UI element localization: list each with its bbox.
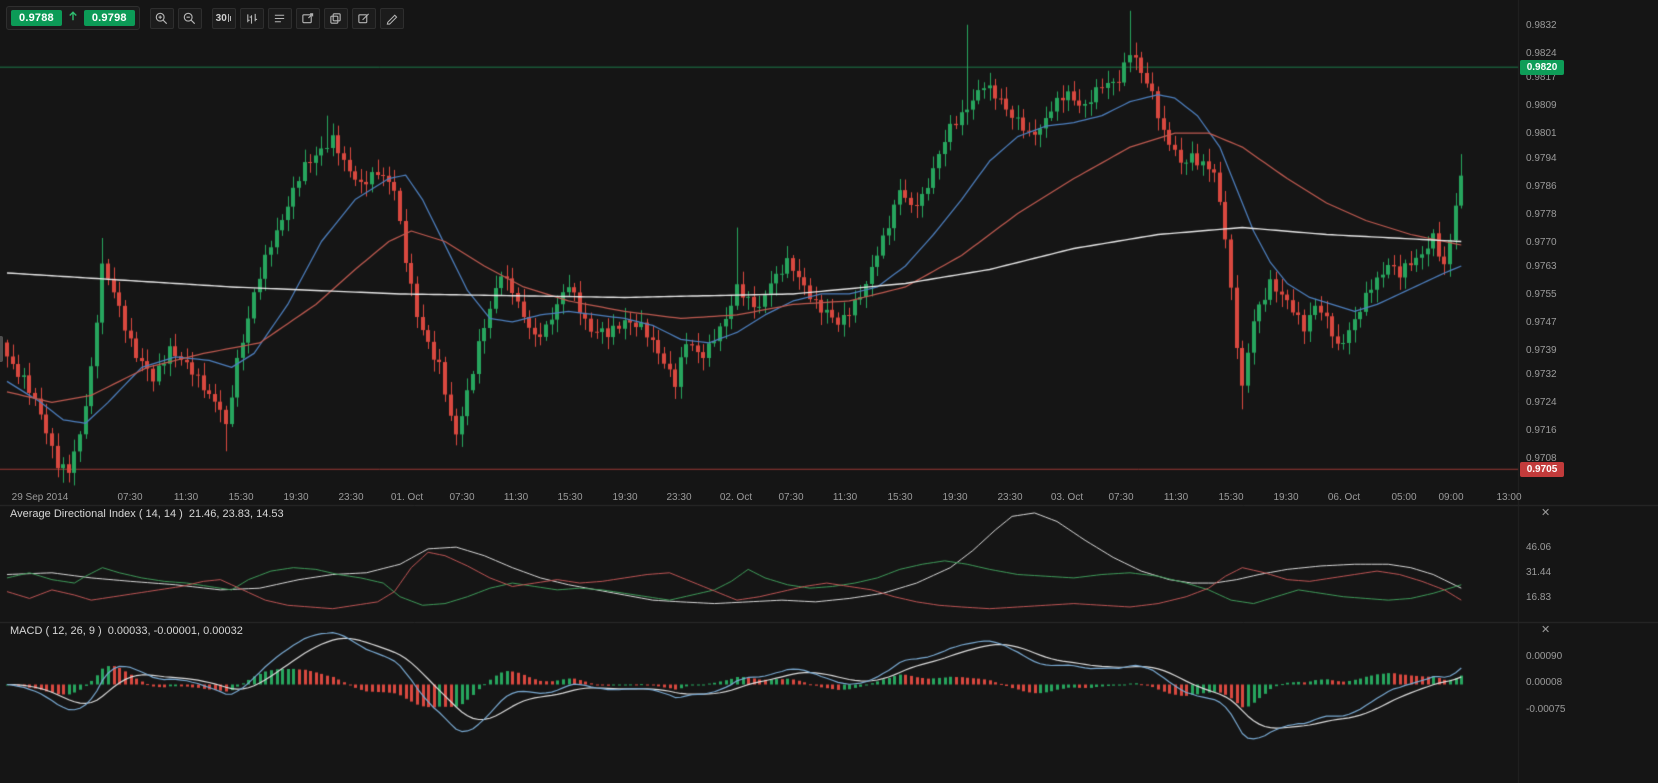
edit-button[interactable] — [351, 7, 376, 29]
macd-indicator-values: 0.00033, -0.00001, 0.00032 — [107, 625, 243, 637]
ask-price-badge[interactable]: 0.9798 — [83, 10, 135, 26]
level-price-badge-low[interactable]: 0.9705 — [1520, 461, 1564, 477]
adx-close-button[interactable]: ✕ — [1541, 507, 1551, 519]
up-arrow-icon — [67, 9, 79, 27]
macd-indicator-name: MACD ( 12, 26, 9 ) — [10, 625, 102, 637]
pencil-icon — [385, 12, 398, 25]
bid-ask-widget[interactable]: 0.9788 0.9798 — [6, 6, 140, 30]
snapshot-icon — [301, 12, 314, 25]
indicators-list-icon — [273, 12, 286, 25]
indicators-button[interactable] — [267, 7, 292, 29]
snapshot-button[interactable] — [295, 7, 320, 29]
zoom-in-icon — [155, 12, 168, 25]
zoom-out-button[interactable] — [177, 7, 202, 29]
adx-indicator-name: Average Directional Index ( 14, 14 ) — [10, 508, 183, 520]
edit-square-icon — [357, 12, 370, 25]
adx-indicator-values: 21.46, 23.83, 14.53 — [188, 508, 284, 520]
zoom-button-group — [149, 7, 202, 29]
copy-icon — [329, 12, 342, 25]
zoom-in-button[interactable] — [149, 7, 174, 29]
timeframe-label: 30 — [215, 12, 227, 24]
chart-tools-group: 30 — [211, 7, 404, 29]
bar-chart-icon — [245, 12, 258, 25]
copy-button[interactable] — [323, 7, 348, 29]
bid-price-badge[interactable]: 0.9788 — [11, 10, 62, 26]
pane-resize-handle[interactable] — [0, 336, 3, 362]
chart-type-button[interactable] — [239, 7, 264, 29]
timeframe-30-button[interactable]: 30 — [211, 7, 236, 29]
chart-toolbar: 0.9788 0.9798 30 — [6, 6, 404, 30]
level-price-badge-high[interactable]: 0.9820 — [1520, 59, 1564, 75]
adx-pane-header: Average Directional Index ( 14, 14 ) 21.4… — [10, 508, 284, 520]
draw-button[interactable] — [379, 7, 404, 29]
macd-pane-header: MACD ( 12, 26, 9 ) 0.00033, -0.00001, 0.0… — [10, 625, 243, 637]
mini-candle-icon — [227, 13, 232, 23]
zoom-out-icon — [183, 12, 196, 25]
macd-close-button[interactable]: ✕ — [1541, 624, 1551, 636]
